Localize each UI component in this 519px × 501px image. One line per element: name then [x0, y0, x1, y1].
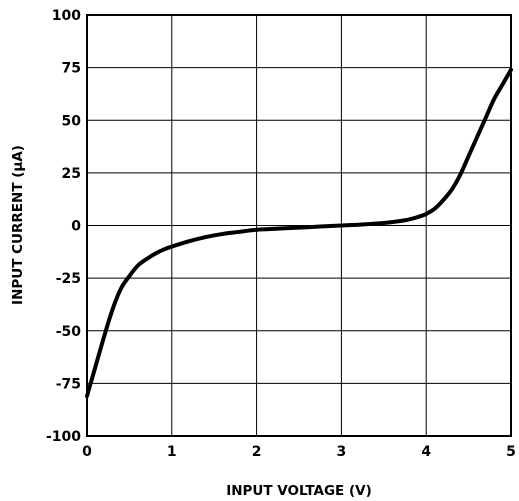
y-tick-labels: -100 -75 -50 -25 0 25 50 75 100 — [46, 8, 81, 445]
y-tick-label: 50 — [62, 113, 82, 129]
y-tick-label: -75 — [56, 376, 81, 392]
grid — [87, 15, 511, 436]
x-tick-label: 0 — [82, 444, 92, 460]
x-tick-label: 5 — [506, 444, 516, 460]
y-axis-title: INPUT CURRENT (µA) — [10, 145, 26, 305]
y-tick-label: -100 — [46, 429, 81, 445]
plot-frame — [86, 14, 512, 437]
y-tick-label: -25 — [56, 271, 81, 287]
series-line — [85, 67, 513, 398]
x-tick-label: 2 — [252, 444, 262, 460]
y-tick-label: 100 — [52, 8, 81, 24]
y-tick-label: 25 — [62, 166, 81, 182]
x-tick-label: 1 — [167, 444, 177, 460]
x-tick-label: 3 — [337, 444, 347, 460]
x-tick-label: 4 — [421, 444, 431, 460]
x-axis-title: INPUT VOLTAGE (V) — [226, 483, 372, 499]
y-tick-label: 0 — [71, 219, 81, 235]
y-tick-label: -50 — [56, 324, 82, 340]
y-tick-label: 75 — [62, 61, 81, 77]
x-tick-labels: 0 1 2 3 4 5 — [82, 444, 516, 460]
